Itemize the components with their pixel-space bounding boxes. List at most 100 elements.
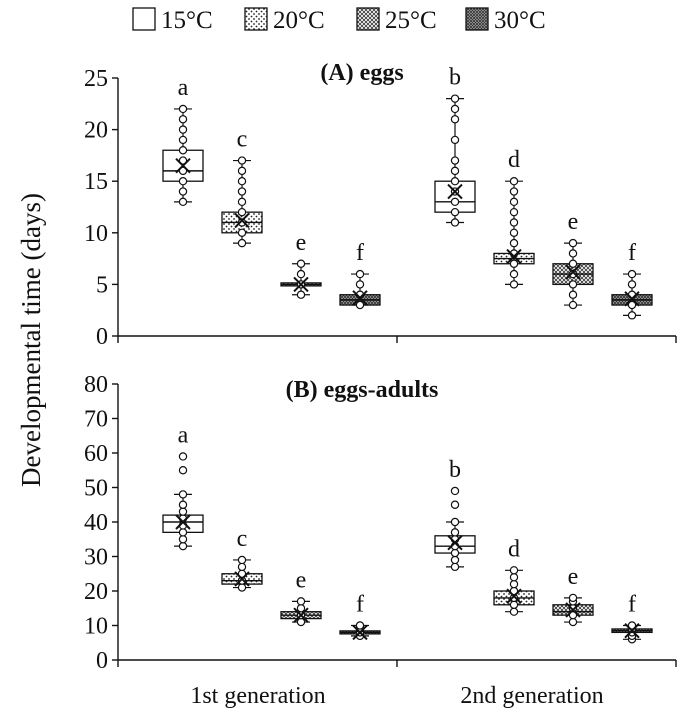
legend-swatch-2 — [244, 7, 268, 31]
data-point — [178, 507, 188, 516]
mean-marker — [506, 248, 522, 265]
data-point — [450, 207, 460, 217]
data-point — [509, 238, 519, 248]
data-point — [509, 566, 519, 575]
data-point — [355, 269, 365, 279]
data-point — [355, 300, 365, 310]
legend-swatch-4 — [465, 7, 489, 31]
mean-marker — [234, 212, 250, 229]
data-point — [450, 156, 460, 165]
data-point — [509, 579, 519, 589]
data-point — [178, 197, 188, 207]
mean-marker — [352, 624, 368, 641]
box-body — [434, 180, 476, 213]
mean-marker — [175, 158, 191, 174]
data-point — [450, 562, 460, 572]
data-point — [509, 218, 519, 227]
data-point — [237, 583, 247, 592]
data-point — [568, 290, 578, 299]
y-tick-label: 5 — [96, 272, 108, 298]
significance-letter: e — [568, 564, 579, 590]
data-point — [237, 176, 247, 186]
significance-letter: e — [296, 230, 307, 256]
data-point — [450, 176, 460, 186]
data-point — [178, 452, 188, 461]
mean-marker — [352, 290, 368, 306]
mean-marker — [293, 607, 309, 623]
data-point — [509, 187, 519, 196]
mean-marker — [565, 602, 581, 618]
data-point — [178, 156, 188, 165]
data-point — [178, 146, 188, 155]
data-point — [568, 269, 578, 279]
data-point — [450, 166, 460, 176]
data-point — [568, 259, 578, 268]
data-point — [568, 300, 578, 310]
mean-marker — [624, 622, 640, 639]
data-point — [237, 238, 247, 248]
significance-letter: f — [356, 240, 364, 266]
mean-marker — [234, 571, 250, 587]
data-point — [178, 176, 188, 186]
mean-marker — [175, 514, 191, 530]
data-point — [237, 207, 247, 217]
y-tick-label: 0 — [96, 648, 108, 674]
data-point — [509, 176, 519, 186]
data-point — [237, 166, 247, 176]
data-point — [509, 197, 519, 207]
data-point — [178, 104, 188, 114]
box-2-4: f — [611, 592, 653, 644]
data-point — [296, 604, 306, 613]
y-tick-label: 15 — [84, 169, 108, 195]
y-tick-label: 25 — [84, 66, 108, 92]
box-2-1: b — [434, 457, 476, 572]
significance-letter: b — [449, 65, 461, 91]
data-point — [237, 197, 247, 207]
y-tick-label: 10 — [84, 221, 108, 247]
significance-letter: e — [568, 209, 579, 235]
data-point — [627, 300, 637, 310]
significance-letter: a — [178, 422, 189, 448]
box-2-3: e — [552, 209, 594, 310]
data-point — [355, 280, 365, 289]
data-point — [509, 600, 519, 610]
mean-marker — [293, 276, 309, 293]
box-1-4: f — [339, 592, 381, 641]
box-1-1: a — [162, 75, 204, 207]
significance-letter: d — [508, 147, 520, 173]
data-point — [296, 617, 306, 627]
data-point — [237, 228, 247, 237]
y-axis-label: Developmental time (days) — [16, 193, 46, 487]
y-tick-label: 30 — [84, 545, 108, 571]
mean-marker — [565, 264, 581, 280]
data-point — [568, 617, 578, 627]
box-1-3: e — [280, 567, 322, 627]
significance-letter: c — [237, 127, 248, 153]
data-point — [568, 280, 578, 289]
panel-eggs-adults: 0 10 20 30 40 50 60 70 80 (B) eggs-adults a c e f b d e f — [84, 372, 677, 674]
y-tick-label: 70 — [84, 407, 108, 433]
data-point — [450, 500, 460, 509]
data-point — [627, 269, 637, 279]
significance-letter: a — [178, 75, 189, 101]
box-1-2: c — [221, 526, 263, 592]
data-point — [509, 269, 519, 279]
panel-eggs: 0 5 10 15 20 25 (A) eggs a c e f b d e f — [84, 60, 677, 350]
mean-marker — [624, 291, 640, 307]
significance-letter: b — [449, 457, 461, 483]
legend-swatch-1 — [132, 7, 156, 31]
y-tick-label: 20 — [84, 579, 108, 605]
data-point — [355, 621, 365, 630]
data-point — [178, 500, 188, 509]
data-point — [450, 218, 460, 227]
data-point — [237, 562, 247, 572]
data-point — [450, 104, 460, 114]
category-label-1st-generation: 1st generation — [190, 683, 325, 709]
significance-letter: f — [628, 592, 636, 618]
data-point — [450, 486, 460, 496]
data-point — [237, 156, 247, 165]
data-point — [178, 528, 188, 537]
data-point — [568, 593, 578, 603]
data-point — [450, 555, 460, 565]
box-2-4: f — [611, 240, 653, 320]
